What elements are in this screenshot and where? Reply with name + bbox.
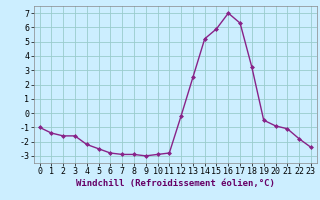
X-axis label: Windchill (Refroidissement éolien,°C): Windchill (Refroidissement éolien,°C) bbox=[76, 179, 275, 188]
